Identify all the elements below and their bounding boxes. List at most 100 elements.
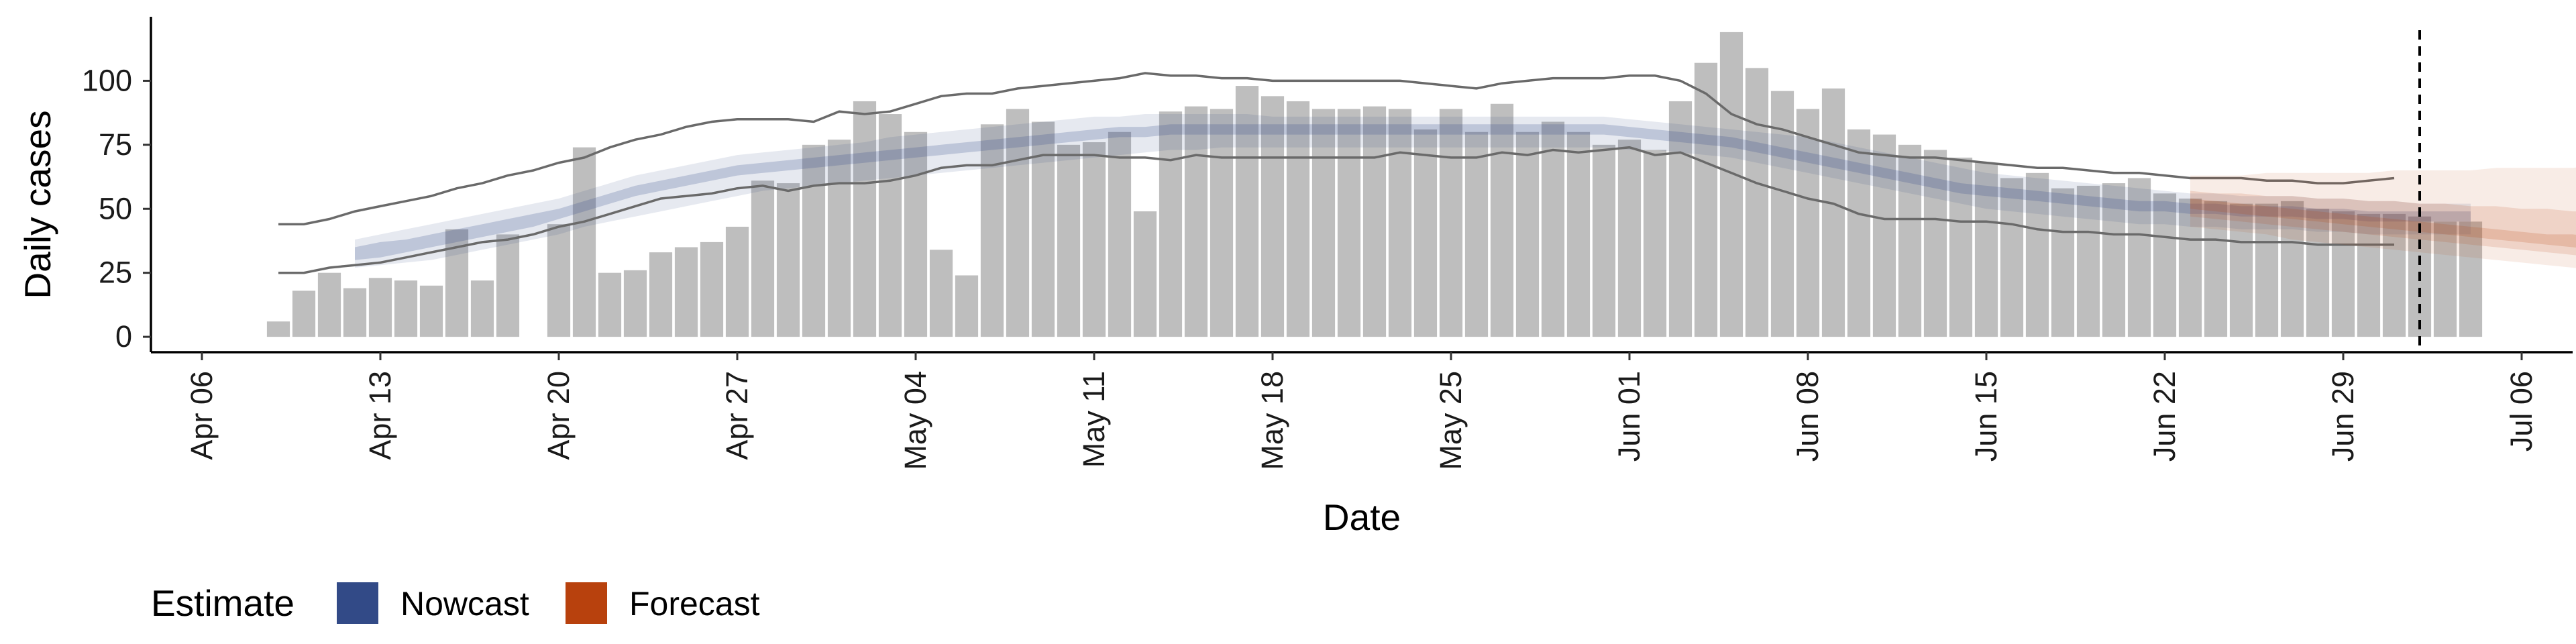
y-tick-label: 25: [99, 256, 132, 290]
bar: [2331, 211, 2355, 337]
bar: [623, 270, 647, 337]
bar: [1694, 62, 1718, 337]
bar: [1617, 140, 1642, 337]
forecast-layer: [2190, 167, 2576, 268]
forecast-band-inner: [2190, 191, 2576, 256]
x-tick-label: Jul 06: [2504, 371, 2538, 451]
x-tick-label: Jun 01: [1612, 371, 1646, 462]
bar: [1643, 150, 1667, 337]
nowcast-upper-line: [278, 72, 2395, 225]
bar: [2025, 172, 2049, 337]
axes-layer: 0 25 50 75 100 Apr 06 Apr 13 Apr 20 Apr 27 May 04…: [82, 17, 2573, 470]
bar: [368, 278, 392, 337]
bar: [1923, 150, 1947, 337]
bar: [2102, 183, 2126, 337]
bar: [1210, 109, 1234, 337]
nowcast-band-outer: [355, 114, 2471, 268]
bars-layer: [266, 32, 2483, 337]
bar: [751, 180, 775, 337]
bar: [2153, 193, 2177, 337]
bar: [1006, 109, 1030, 337]
x-tick-label: Apr 20: [541, 371, 576, 460]
bar: [2051, 188, 2075, 337]
bar: [1159, 111, 1183, 337]
bar: [470, 280, 494, 337]
x-tick-label: May 04: [898, 371, 932, 470]
x-tick-label: May 18: [1255, 371, 1289, 470]
nowcast-band-inner: [355, 124, 2471, 260]
bar: [2255, 203, 2279, 337]
forecast-band-outer: [2190, 167, 2576, 268]
bar: [980, 124, 1004, 337]
y-tick-label: 0: [115, 319, 132, 354]
bar: [1490, 103, 1514, 337]
legend-label-nowcast: Nowcast: [400, 585, 529, 623]
bar: [317, 272, 341, 337]
bar: [1949, 157, 1973, 337]
bar: [929, 250, 953, 337]
y-axis-title: Daily cases: [17, 110, 58, 299]
bar: [2459, 221, 2483, 337]
bar: [598, 272, 622, 337]
bar: [1413, 129, 1438, 337]
bar: [1847, 129, 1871, 337]
bar: [2127, 178, 2151, 337]
bar: [1362, 106, 1387, 337]
legend-label-forecast: Forecast: [629, 585, 760, 623]
x-tick-label: Apr 13: [363, 371, 397, 460]
bar: [1311, 109, 1336, 337]
bar: [572, 147, 596, 337]
bar: [904, 131, 928, 337]
legend: Estimate Nowcast Forecast: [151, 582, 760, 624]
x-tick-label: Jun 15: [1969, 371, 2003, 462]
bar: [343, 288, 367, 337]
bar: [2076, 185, 2100, 337]
bar: [1898, 144, 1922, 337]
bar: [2178, 198, 2202, 337]
bar: [1515, 131, 1540, 337]
bar: [1872, 134, 1896, 337]
bar: [776, 183, 800, 337]
bar: [1184, 106, 1208, 337]
y-tick-label: 75: [99, 127, 132, 162]
bar: [1133, 211, 1157, 337]
bar: [266, 321, 290, 337]
x-tick-label: Apr 06: [184, 371, 219, 460]
bar: [1108, 131, 1132, 337]
bar: [1668, 101, 1693, 337]
bar: [1464, 131, 1489, 337]
x-tick-label: Apr 27: [720, 371, 754, 460]
nowcast-layer: [278, 72, 2471, 274]
bar: [674, 247, 698, 337]
legend-swatch-nowcast: [337, 582, 378, 624]
bar: [853, 101, 877, 337]
bar: [496, 234, 520, 337]
bar: [2000, 178, 2024, 337]
x-tick-label: May 25: [1434, 371, 1468, 470]
legend-title: Estimate: [151, 582, 294, 624]
bar: [1541, 121, 1565, 337]
y-tick-label: 100: [82, 63, 132, 97]
bar: [2382, 213, 2406, 337]
bar: [2280, 201, 2304, 337]
bar: [1592, 144, 1616, 337]
bar: [1260, 96, 1285, 337]
bar: [1719, 32, 1743, 337]
bar: [827, 140, 851, 337]
bar: [2357, 213, 2381, 337]
y-tick-label: 50: [99, 191, 132, 225]
bar: [394, 280, 418, 337]
bar: [725, 226, 749, 337]
bar: [1796, 109, 1820, 337]
bar: [2229, 203, 2253, 337]
nowcast-lower-line: [278, 146, 2394, 274]
bar: [2306, 209, 2330, 337]
forecast-band-median: [2190, 199, 2576, 248]
bar: [1235, 86, 1259, 337]
x-tick-label: Jun 08: [1790, 371, 1825, 462]
bar: [1286, 101, 1310, 337]
bar: [1057, 144, 1081, 337]
legend-swatch-forecast: [566, 582, 607, 624]
bar: [1745, 68, 1769, 337]
